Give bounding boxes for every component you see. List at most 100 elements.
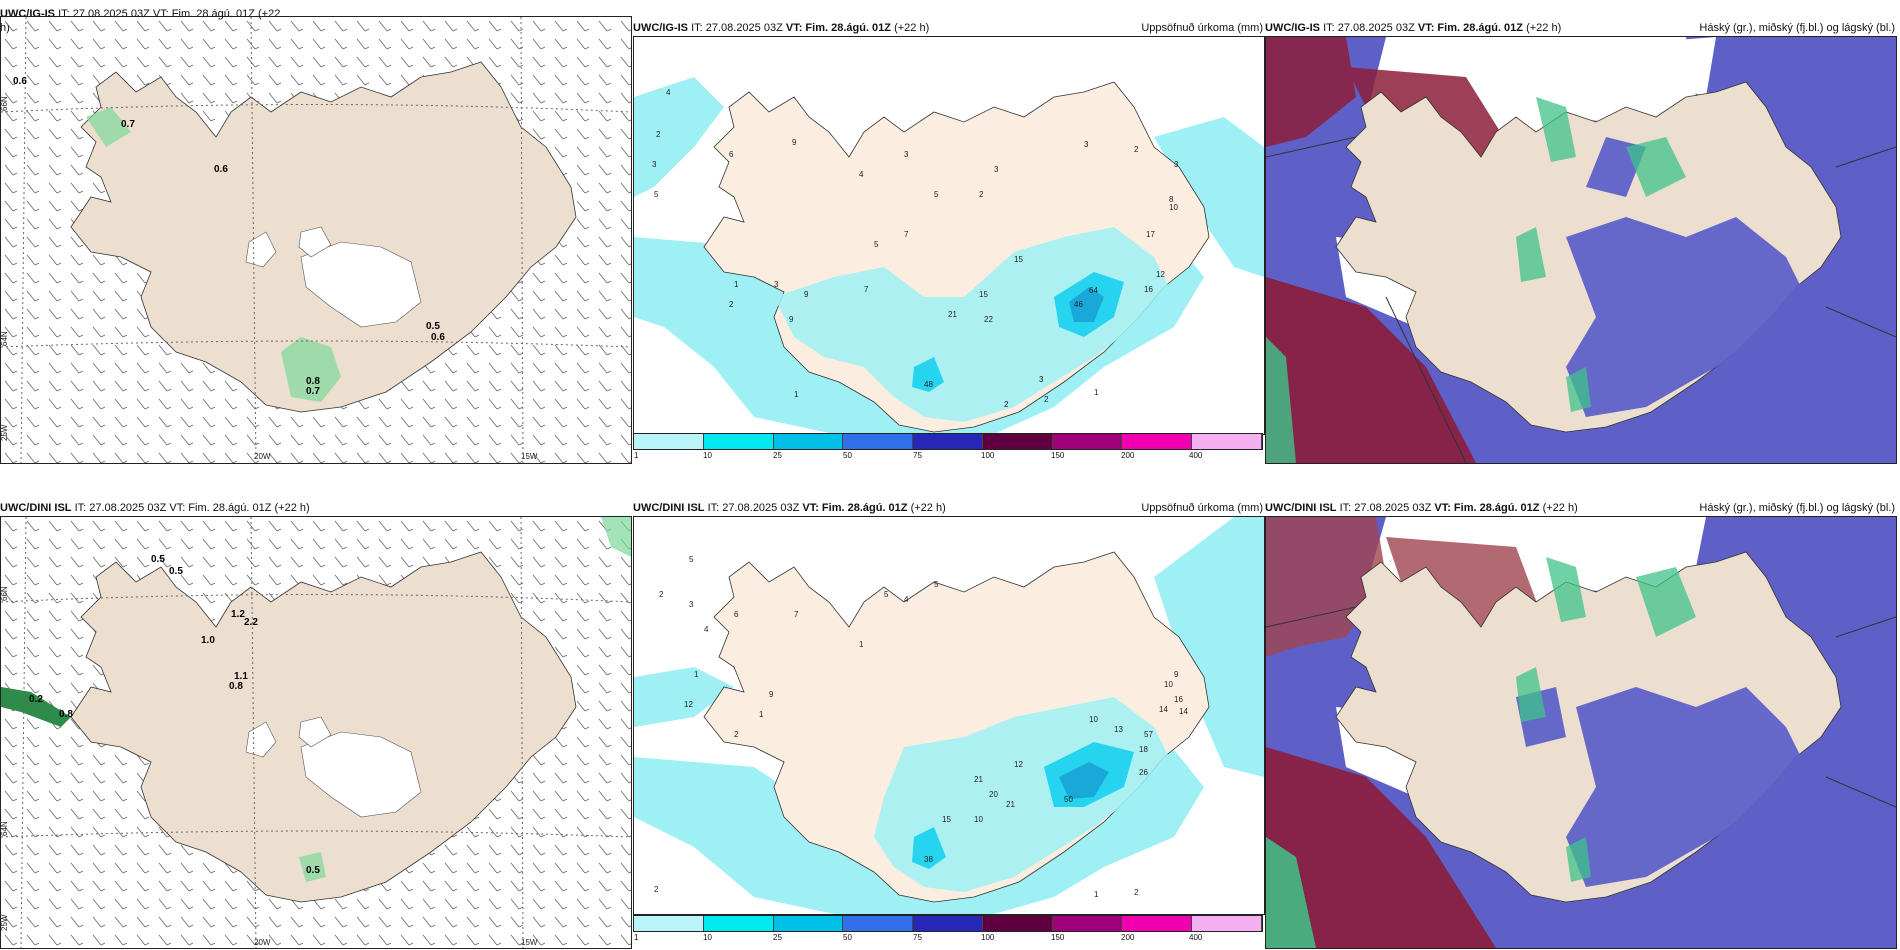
precip-value: 3 [1039,375,1044,384]
precip-value: 16 [1144,285,1153,294]
wind-label: 0.6 [13,76,27,87]
precip-value: 7 [794,610,799,619]
precip-value: 2 [1004,400,1009,409]
cb-swatch [703,916,774,931]
precip-value: 5 [689,555,694,564]
precip-value: 9 [804,290,809,299]
precip-value: 2 [1044,395,1049,404]
cloud-title: Háský (gr.), miðský (fj.bl.) og lágský (… [1699,502,1895,514]
precip-value: 3 [1084,140,1089,149]
precip-value: 6 [734,610,739,619]
precip-deep [1069,287,1104,322]
cb-tick: 200 [1121,933,1135,942]
wind-label: 0.2 [29,694,43,705]
precip-value: 21 [974,775,983,784]
cloud-panel-bottom: UWC/DINI ISL IT: 27.08.2025 03Z VT: Fim.… [1265,485,1897,950]
precip-value: 9 [1174,670,1179,679]
precip-value: 8 [1169,195,1174,204]
cloud-map[interactable] [1265,516,1897,949]
precip-value: 2 [1134,145,1139,154]
maroon-cloud [1266,747,1496,948]
precip-value: 3 [994,165,999,174]
precip-value: 4 [666,88,671,97]
precip-value: 2 [734,730,739,739]
wind-panel-top: UWC/IG-IS IT: 27.08.2025 03Z VT: Fim. 28… [0,0,632,465]
precip-value: 16 [1174,695,1183,704]
precip-value: 5 [934,580,939,589]
wind-panel-bottom: UWC/DINI ISL IT: 27.08.2025 03Z VT: Fim.… [0,485,632,950]
precip-value: 21 [1006,800,1015,809]
precip-value: 2 [729,300,734,309]
cb-tick: 50 [843,451,852,460]
cb-swatch [634,916,704,931]
precip-value: 50 [1064,795,1073,804]
wind-map-svg: 0.5 0.5 1.2 2.2 1.0 1.1 0.8 0.2 0.8 0.5 … [1,517,631,948]
green-patch [86,107,131,147]
glacier [298,226,332,258]
cb-swatch [1192,434,1263,449]
precip-value: 3 [904,150,909,159]
panel-header: UWC/DINI ISL IT: 27.08.2025 03Z VT: Fim.… [0,502,632,518]
cb-tick: 10 [703,933,712,942]
precip-map[interactable]: 4 2 3 1 3 5 9 6 5 4 7 3 2 3 1 5 2 9 9 7 … [633,36,1265,435]
precip-value: 38 [924,855,933,864]
precip-value: 1 [1094,890,1099,899]
precip-value: 1 [859,640,864,649]
model-name: UWC/DINI ISL [0,502,72,514]
model-name: UWC/DINI ISL [1265,502,1337,514]
precip-cyan-land [774,227,1174,422]
precip-deep [1059,762,1109,799]
cb-swatch [843,434,914,449]
precip-value: 13 [1114,725,1123,734]
low-cloud-land [1516,687,1806,887]
precip-value: 5 [874,240,879,249]
precip-value: 12 [684,700,693,709]
cb-swatch [773,916,844,931]
green-cloud [1516,557,1696,882]
precip-value: 3 [652,160,657,169]
precip-value: 1 [759,710,764,719]
cb-tick: 10 [703,451,712,460]
precip-map[interactable]: 5 2 3 4 6 1 12 9 1 2 5 4 7 5 1 21 20 21 … [633,516,1265,915]
precip-value: 3 [1174,160,1179,169]
cb-swatch [1122,434,1193,449]
precip-value: 2 [654,885,659,894]
wind-map[interactable]: 0.5 0.5 1.2 2.2 1.0 1.1 0.8 0.2 0.8 0.5 … [0,516,632,949]
wind-map[interactable]: 0.6 0.7 0.6 0.5 0.6 0.8 0.7 66N 64N 25W … [0,16,632,464]
lat-label: 66N [1,586,9,601]
precip-value: 6 [729,150,734,159]
green-cloud [1266,837,1316,948]
precip-cyan2 [912,827,946,869]
model-name: UWC/IG-IS [1265,22,1320,34]
precip-panel-bottom: UWC/DINI ISL IT: 27.08.2025 03Z VT: Fim.… [633,485,1265,950]
precip-value: 21 [948,310,957,319]
green-cloud [1266,337,1296,463]
lon-label: 15W [521,452,538,461]
low-cloud-land [1566,137,1806,417]
wind-label: 0.8 [59,709,73,720]
graticule [1,17,631,463]
cb-swatch [1192,916,1263,931]
cloud-map[interactable] [1265,36,1897,464]
precip-value: 1 [794,390,799,399]
wind-label: 0.5 [169,566,183,577]
header-time: IT: 27.08.2025 03Z VT: Fim. 28.ágú. 01Z … [74,502,310,514]
precip-value: 2 [656,130,661,139]
cb-tick: 50 [843,933,852,942]
precip-value: 15 [942,815,951,824]
wind-label: 0.8 [229,681,243,692]
cb-tick: 100 [981,933,995,942]
precip-value: 15 [979,290,988,299]
cb-tick: 25 [773,451,782,460]
precip-value: 9 [792,138,797,147]
precip-value: 15 [1014,255,1023,264]
precip-value: 46 [1074,300,1083,309]
wind-label: 1.2 [231,609,245,620]
precip-value: 4 [904,595,909,604]
precip-value: 26 [1139,768,1148,777]
precip-value: 3 [774,280,779,289]
precip-value: 12 [1156,270,1165,279]
cb-swatch [843,916,914,931]
precip-value: 57 [1144,730,1153,739]
precip-value: 22 [984,315,993,324]
